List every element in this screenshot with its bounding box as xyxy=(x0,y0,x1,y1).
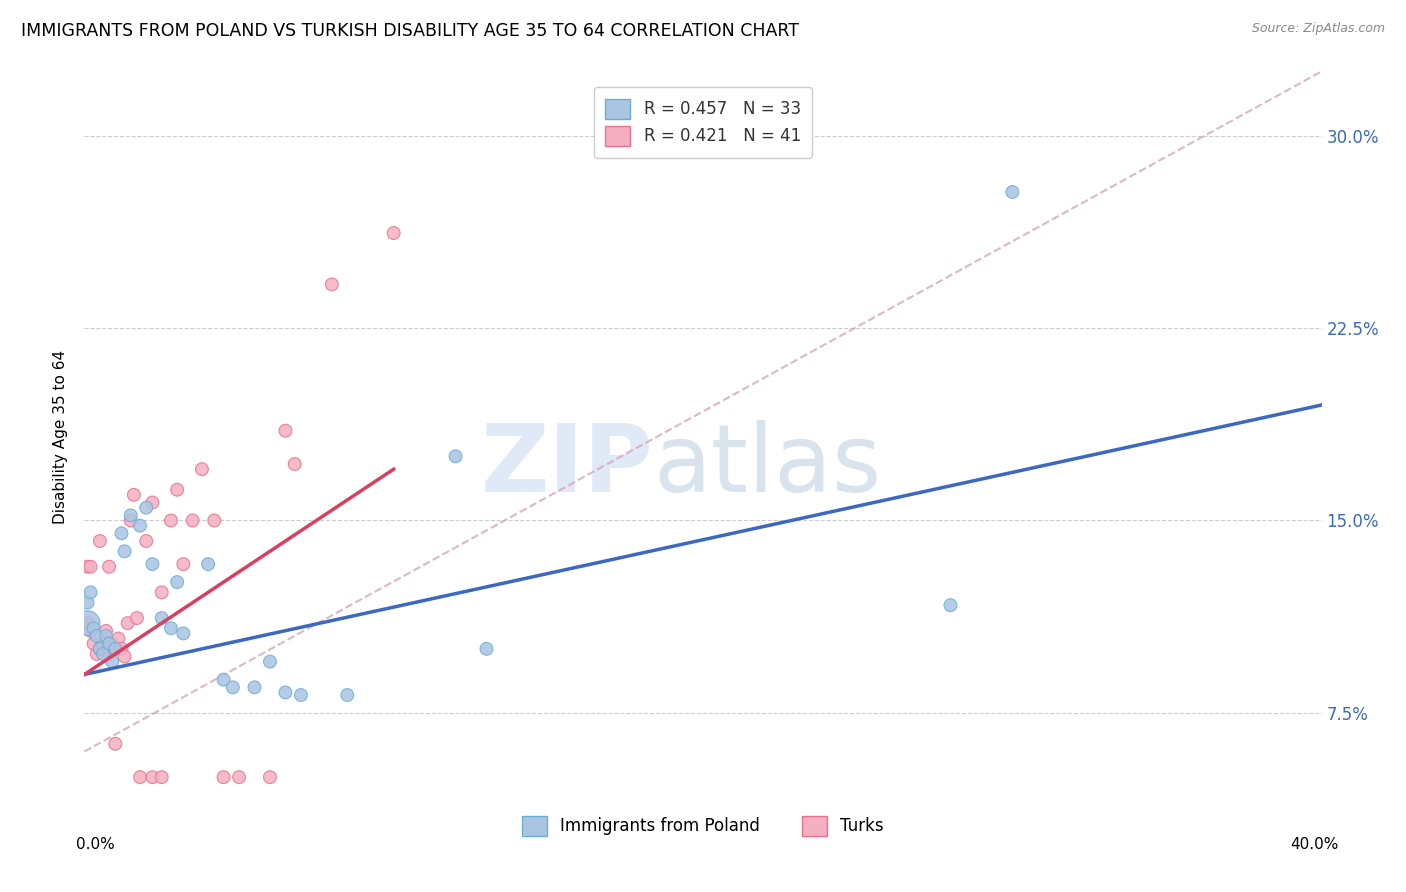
Point xyxy=(104,737,127,751)
Point xyxy=(284,457,307,471)
Point xyxy=(129,770,152,784)
Point xyxy=(191,462,214,476)
Point xyxy=(104,641,127,656)
Text: 0.0%: 0.0% xyxy=(76,837,115,852)
Point xyxy=(150,585,173,599)
Point xyxy=(101,637,124,651)
Point xyxy=(125,611,148,625)
Point xyxy=(76,559,98,574)
Point xyxy=(120,514,142,528)
Point xyxy=(150,611,173,625)
Point xyxy=(172,626,194,640)
Point xyxy=(475,641,498,656)
Point xyxy=(321,277,343,292)
Point xyxy=(259,655,281,669)
Point xyxy=(1001,185,1024,199)
Point xyxy=(98,637,121,651)
Y-axis label: Disability Age 35 to 64: Disability Age 35 to 64 xyxy=(53,350,69,524)
Point xyxy=(122,488,145,502)
Point xyxy=(76,616,98,631)
Point xyxy=(197,557,219,571)
Point xyxy=(110,641,132,656)
Point xyxy=(89,641,111,656)
Text: ZIP: ZIP xyxy=(481,420,654,512)
Point xyxy=(83,637,105,651)
Point xyxy=(444,450,467,464)
Point xyxy=(212,673,235,687)
Point xyxy=(94,624,117,638)
Point xyxy=(382,226,405,240)
Point xyxy=(86,629,108,643)
Point xyxy=(107,632,129,646)
Point xyxy=(212,770,235,784)
Point xyxy=(110,526,132,541)
Point xyxy=(76,596,98,610)
Point xyxy=(117,616,139,631)
Point xyxy=(101,655,124,669)
Point xyxy=(86,647,108,661)
Text: Source: ZipAtlas.com: Source: ZipAtlas.com xyxy=(1251,22,1385,36)
Point xyxy=(181,514,204,528)
Point xyxy=(160,621,183,635)
Point xyxy=(120,508,142,523)
Point xyxy=(222,681,245,695)
Point xyxy=(83,621,105,635)
Point xyxy=(129,518,152,533)
Text: 40.0%: 40.0% xyxy=(1291,837,1339,852)
Point xyxy=(114,544,136,558)
Point xyxy=(243,681,266,695)
Point xyxy=(141,770,163,784)
Point xyxy=(228,770,250,784)
Point xyxy=(79,559,101,574)
Point xyxy=(89,534,111,549)
Point xyxy=(76,616,98,631)
Point xyxy=(166,483,188,497)
Text: IMMIGRANTS FROM POLAND VS TURKISH DISABILITY AGE 35 TO 64 CORRELATION CHART: IMMIGRANTS FROM POLAND VS TURKISH DISABI… xyxy=(21,22,799,40)
Point xyxy=(91,647,114,661)
Text: atlas: atlas xyxy=(654,420,882,512)
Point xyxy=(259,770,281,784)
Point xyxy=(160,514,183,528)
Point xyxy=(274,685,297,699)
Point xyxy=(98,647,121,661)
Point xyxy=(141,495,163,509)
Point xyxy=(94,629,117,643)
Point xyxy=(172,557,194,571)
Point xyxy=(89,641,111,656)
Point xyxy=(150,770,173,784)
Point xyxy=(91,637,114,651)
Point xyxy=(135,534,157,549)
Point xyxy=(104,641,127,656)
Point xyxy=(274,424,297,438)
Point xyxy=(135,500,157,515)
Point xyxy=(336,688,359,702)
Point xyxy=(141,557,163,571)
Point xyxy=(290,688,312,702)
Legend: Immigrants from Poland, Turks: Immigrants from Poland, Turks xyxy=(509,802,897,849)
Point xyxy=(114,649,136,664)
Point xyxy=(939,598,962,612)
Point xyxy=(79,585,101,599)
Point xyxy=(202,514,225,528)
Point xyxy=(98,559,121,574)
Point xyxy=(79,624,101,638)
Point xyxy=(166,575,188,590)
